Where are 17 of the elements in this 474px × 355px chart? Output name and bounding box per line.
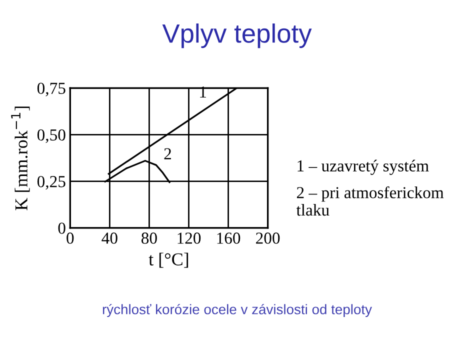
text: rýchlosť korózie ocele v závislosti od teploty — [102, 304, 372, 318]
y-axis-title: K [mm.rok$^{−1}$] — [11, 106, 30, 210]
y-tick-label: 0,75 — [37, 82, 66, 96]
x-tick-label: 120 — [178, 232, 201, 244]
text: 1 – uzavretý systém — [298, 160, 429, 175]
y-tick-label: 0,25 — [37, 176, 66, 190]
x-tick-label: 0 — [66, 232, 74, 244]
y-tick-label: 0,50 — [37, 129, 66, 144]
chart-title: Vplyv teploty — [162, 23, 312, 48]
x-tick-label: 40 — [102, 232, 118, 244]
text: 2 – pri atmosferickom tlaku — [296, 186, 444, 216]
x-axis-title: t [°C] — [148, 252, 188, 268]
x-tick-label: 80 — [142, 232, 157, 244]
series-label: 2 — [164, 148, 171, 160]
x-tick-label: 160 — [217, 232, 240, 244]
x-tick-label: 200 — [256, 232, 280, 244]
y-tick-label: 0 — [58, 222, 66, 234]
